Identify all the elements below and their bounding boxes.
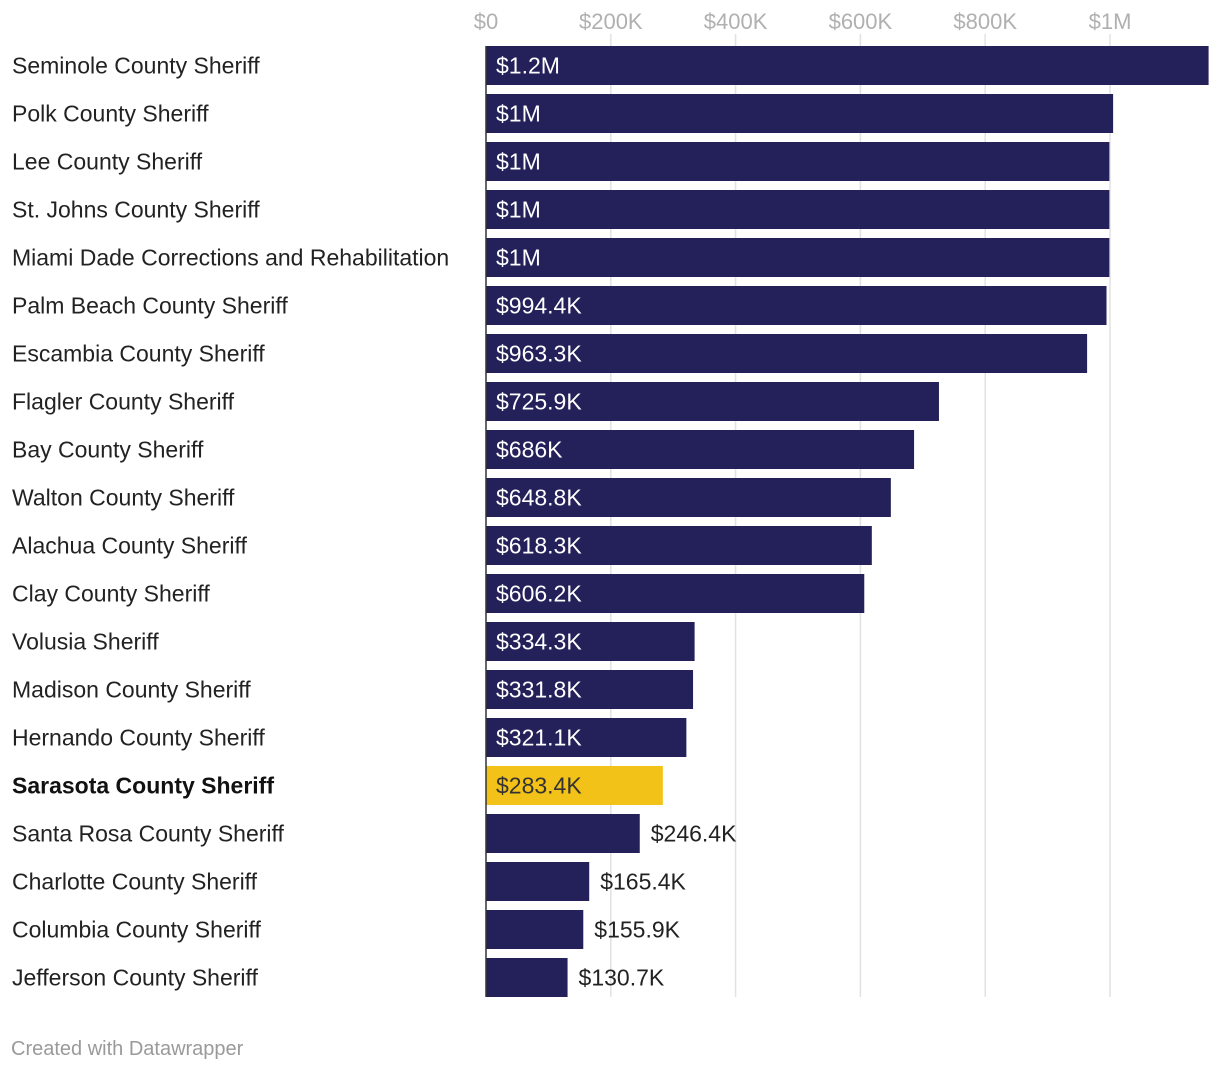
x-tick-label: $600K: [829, 9, 893, 34]
bar-value-label: $246.4K: [651, 821, 737, 847]
footer-credit: Created with Datawrapper: [11, 1038, 244, 1060]
x-tick-label: $0: [474, 9, 498, 34]
bar-value-label: $1.2M: [496, 53, 560, 79]
bar-value-label: $686K: [496, 437, 563, 463]
category-label: Madison County Sheriff: [12, 677, 251, 703]
category-label: Santa Rosa County Sheriff: [12, 821, 285, 847]
bar-value-label: $1M: [496, 245, 541, 271]
bar-value-label: $283.4K: [496, 773, 582, 799]
category-label: Jefferson County Sheriff: [12, 965, 259, 991]
bar: [486, 766, 663, 805]
bar-value-label: $130.7K: [579, 965, 665, 991]
bar: [486, 526, 872, 565]
bar: [486, 334, 1088, 373]
bar: [486, 862, 590, 901]
category-label: Alachua County Sheriff: [12, 533, 247, 559]
x-tick-label: $800K: [953, 9, 1017, 34]
category-label: Volusia Sheriff: [12, 629, 159, 655]
bar-value-label: $648.8K: [496, 485, 582, 511]
bar-value-label: $334.3K: [496, 629, 582, 655]
category-label: Flagler County Sheriff: [12, 389, 235, 415]
category-label: Charlotte County Sheriff: [12, 869, 258, 895]
category-label: Escambia County Sheriff: [12, 341, 265, 367]
bar: [486, 814, 640, 853]
x-tick-label: $400K: [704, 9, 768, 34]
bar: [486, 142, 1110, 181]
bar: [486, 478, 891, 517]
category-label: Polk County Sheriff: [12, 101, 209, 127]
category-label: Clay County Sheriff: [12, 581, 210, 607]
bar: [486, 382, 939, 421]
bar: [486, 286, 1107, 325]
bar-value-label: $1M: [496, 197, 541, 223]
bar: [486, 190, 1110, 229]
bar: [486, 46, 1209, 85]
bar-value-label: $963.3K: [496, 341, 582, 367]
category-label: Miami Dade Corrections and Rehabilitatio…: [12, 245, 449, 271]
category-label: Palm Beach County Sheriff: [12, 293, 288, 319]
x-tick-label: $1M: [1089, 9, 1132, 34]
bar-value-label: $1M: [496, 149, 541, 175]
bar-value-label: $725.9K: [496, 389, 582, 415]
bar: [486, 910, 584, 949]
category-label: Columbia County Sheriff: [12, 917, 261, 943]
bar-chart: $0 $200K $400K $600K $800K $1M Seminole County…: [12, 9, 1209, 997]
category-label: Bay County Sheriff: [12, 437, 204, 463]
bar: [486, 622, 695, 661]
bar: [486, 238, 1110, 277]
category-label: Hernando County Sheriff: [12, 725, 265, 751]
bar-value-label: $165.4K: [600, 869, 686, 895]
bar-value-label: $155.9K: [594, 917, 680, 943]
category-label: Seminole County Sheriff: [12, 53, 260, 79]
category-label: St. Johns County Sheriff: [12, 197, 260, 223]
bar-value-label: $331.8K: [496, 677, 582, 703]
category-label: Lee County Sheriff: [12, 149, 203, 175]
bar-value-label: $321.1K: [496, 725, 582, 751]
x-tick-label: $200K: [579, 9, 643, 34]
category-label: Sarasota County Sheriff: [12, 773, 274, 799]
bar-value-label: $606.2K: [496, 581, 582, 607]
category-label: Walton County Sheriff: [12, 485, 235, 511]
bar: [486, 430, 915, 469]
bar: [486, 94, 1114, 133]
bar: [486, 958, 568, 997]
bar-value-label: $618.3K: [496, 533, 582, 559]
bar: [486, 670, 694, 709]
bar-value-label: $994.4K: [496, 293, 582, 319]
bar: [486, 574, 865, 613]
bar-value-label: $1M: [496, 101, 541, 127]
bar: [486, 718, 687, 757]
